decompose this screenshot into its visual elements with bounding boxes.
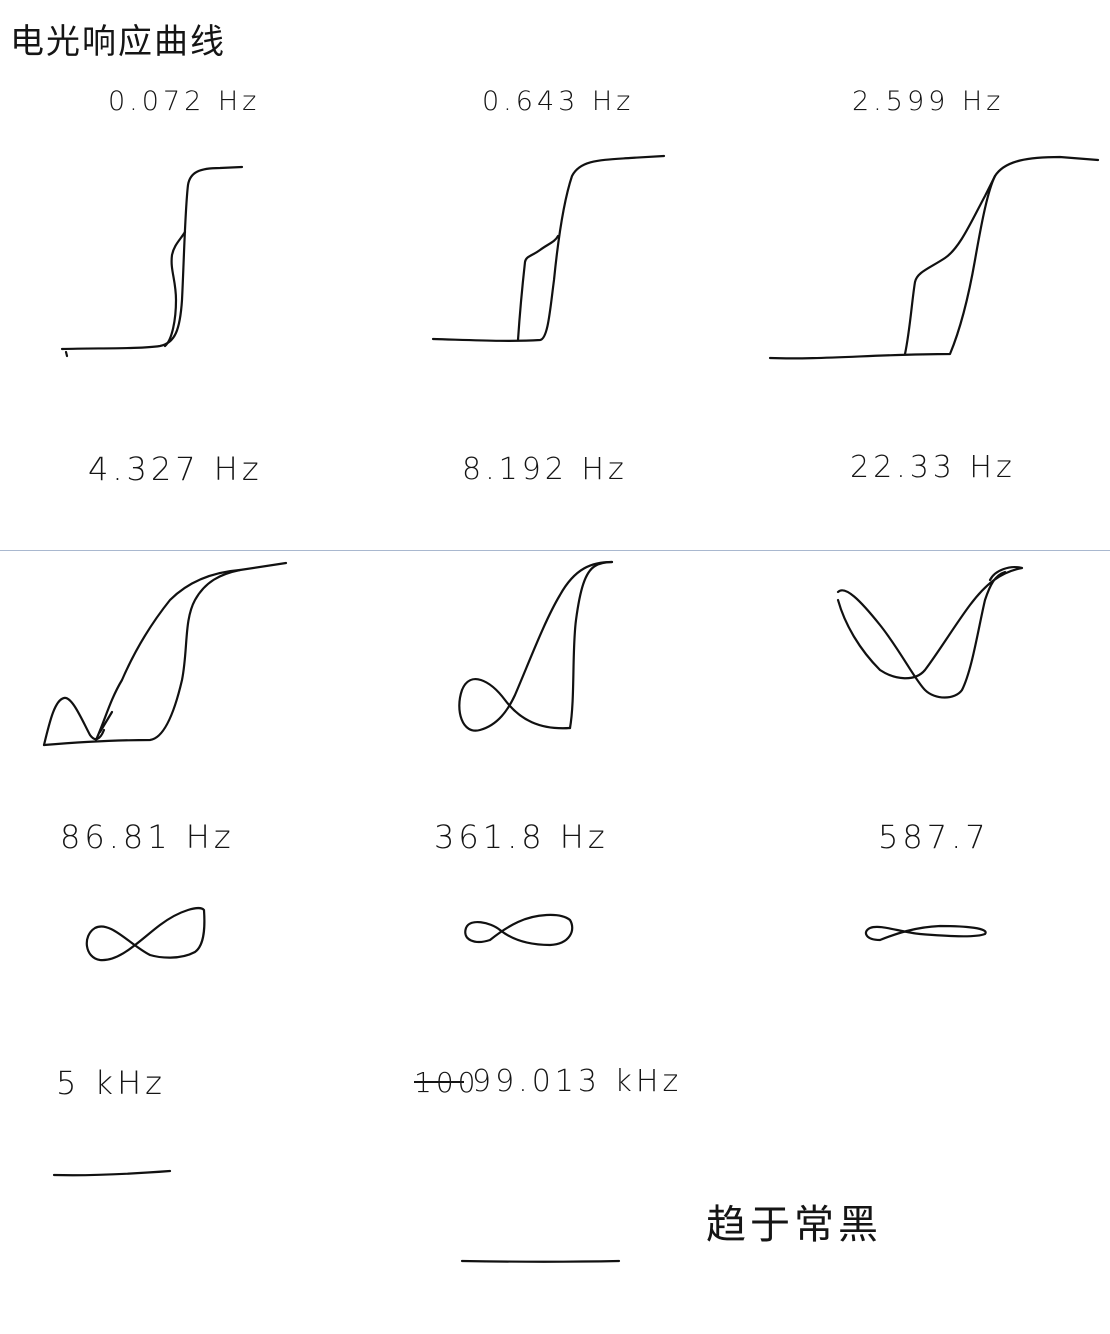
- curve-8192hz-right: [568, 560, 614, 730]
- curve-0072hz-outer: [60, 165, 244, 351]
- curve-3618hz: [464, 913, 574, 947]
- freq-label-2233: 22.33 Hz: [850, 450, 1016, 485]
- curve-4327hz-outer: [42, 561, 288, 747]
- curve-2599hz-outer: [768, 155, 1100, 360]
- curve-0643hz-inner: [516, 234, 560, 342]
- freq-label-99013khz: 99.013 kHz: [472, 1064, 683, 1099]
- conclusion-note: 趋于常黑: [706, 1202, 882, 1248]
- curve-5khz: [52, 1169, 172, 1177]
- freq-label-8681: 86.81 Hz: [60, 818, 235, 856]
- curve-2233hz-vee: [836, 566, 1024, 680]
- freq-label-3618: 361.8 Hz: [434, 818, 609, 856]
- curve-5877: [864, 924, 987, 942]
- curve-0643hz-outer: [431, 154, 666, 342]
- freq-label-8192: 8.192 Hz: [462, 452, 628, 487]
- curve-4327hz-lobe: [42, 696, 106, 747]
- curve-4327hz-inner: [94, 568, 242, 742]
- freq-label-2599: 2.599 Hz: [852, 86, 1005, 117]
- curve-0072hz-tick: [64, 350, 69, 358]
- curve-8192hz-loop: [458, 560, 614, 732]
- freq-label-5khz: 5 kHz: [56, 1064, 166, 1102]
- curve-2599hz: [768, 155, 1100, 360]
- page-divider: [0, 550, 1110, 551]
- freq-label-strikeout: 100: [414, 1066, 479, 1099]
- freq-label-5877: 587.7: [878, 818, 990, 856]
- curve-5khz-line: [52, 1169, 172, 1177]
- freq-label-0643: 0.643 Hz: [482, 86, 635, 117]
- freq-label-0072: 0.072 Hz: [108, 86, 261, 117]
- curve-0072hz: [60, 165, 244, 358]
- curve-2233hz: [836, 566, 1024, 699]
- curve-99013khz-line: [460, 1259, 621, 1263]
- curve-8192hz: [458, 560, 614, 732]
- curve-3618hz-loop: [464, 913, 574, 947]
- curve-0643hz: [431, 154, 666, 342]
- curve-8681hz-loop: [85, 907, 206, 962]
- page-title: 电光响应曲线: [10, 22, 226, 62]
- curve-2599hz-inner: [903, 174, 997, 356]
- curve-8681hz: [85, 907, 206, 962]
- curve-99013khz: [460, 1259, 621, 1263]
- freq-label-4327: 4.327 Hz: [88, 450, 263, 488]
- curve-2233hz-loop: [836, 570, 1007, 699]
- strikeout-line: [414, 1081, 464, 1083]
- curve-0072hz-inner: [163, 230, 187, 348]
- curve-4327hz-stroke: [98, 710, 114, 734]
- curve-5877-loop: [864, 924, 987, 942]
- curve-4327hz: [42, 561, 288, 747]
